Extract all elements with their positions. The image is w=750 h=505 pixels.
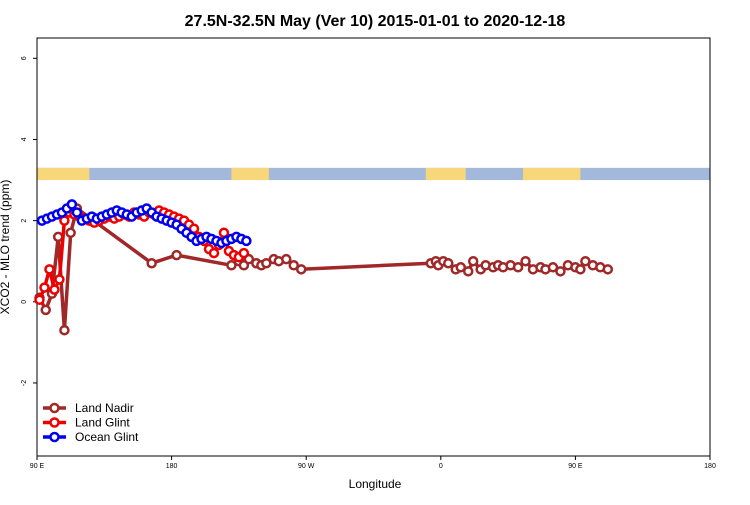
data-point bbox=[218, 227, 230, 239]
data-point bbox=[52, 231, 64, 243]
data-point bbox=[241, 235, 252, 247]
data-series bbox=[34, 199, 614, 336]
data-point bbox=[65, 227, 76, 239]
axis-ticks: 90 E 180 90 W 0 90 E 180 -2 0 2 4 6 bbox=[21, 56, 716, 470]
data-point bbox=[171, 249, 182, 261]
data-point bbox=[44, 264, 55, 275]
land-ocean-band bbox=[37, 167, 710, 181]
x-tick-label: 90 E bbox=[568, 463, 583, 470]
data-point bbox=[467, 255, 479, 267]
legend-item: Ocean Glint bbox=[43, 430, 139, 444]
land-band-segment bbox=[37, 167, 90, 181]
data-point bbox=[547, 262, 559, 273]
data-point bbox=[59, 324, 70, 336]
y-tick-label: -2 bbox=[21, 380, 28, 386]
legend-swatch-marker bbox=[49, 431, 60, 443]
y-tick-label: 4 bbox=[21, 137, 28, 141]
data-point bbox=[238, 247, 250, 259]
data-point bbox=[575, 264, 586, 275]
data-point bbox=[34, 294, 45, 306]
data-point bbox=[39, 282, 50, 293]
data-point bbox=[59, 215, 70, 226]
x-tick-label: 90 W bbox=[298, 463, 315, 470]
data-point bbox=[261, 257, 272, 269]
data-point bbox=[455, 262, 466, 273]
x-tick-label: 90 E bbox=[30, 463, 45, 470]
x-tick-label: 180 bbox=[704, 463, 716, 470]
series-land-nadir bbox=[34, 203, 614, 336]
data-point bbox=[226, 260, 237, 271]
y-axis-label: XCO2 - MLO trend (ppm) bbox=[0, 180, 12, 315]
data-point bbox=[462, 266, 474, 277]
y-tick-label: 6 bbox=[21, 56, 28, 60]
plot-frame bbox=[36, 37, 711, 457]
data-point bbox=[295, 264, 307, 275]
data-point bbox=[54, 274, 65, 285]
legend-label: Ocean Glint bbox=[75, 430, 139, 444]
data-point bbox=[443, 257, 454, 269]
chart-title: 27.5N-32.5N May (Ver 10) 2015-01-01 to 2… bbox=[185, 13, 566, 30]
data-point bbox=[40, 304, 51, 316]
data-point bbox=[281, 253, 292, 265]
x-axis-label: Longitude bbox=[349, 477, 402, 491]
data-point bbox=[580, 255, 591, 267]
data-point bbox=[288, 260, 299, 271]
series-ocean-glint bbox=[36, 199, 252, 249]
data-point bbox=[208, 247, 220, 259]
legend-item: Land Glint bbox=[43, 416, 130, 430]
x-tick-label: 180 bbox=[166, 463, 178, 470]
data-point bbox=[146, 257, 157, 269]
data-point bbox=[520, 255, 531, 267]
data-point bbox=[66, 199, 78, 210]
land-band-segment bbox=[523, 167, 581, 181]
data-point bbox=[555, 266, 566, 277]
legend-swatch-marker bbox=[49, 402, 60, 414]
y-tick-label: 2 bbox=[21, 219, 28, 223]
legend-label: Land Nadir bbox=[75, 401, 134, 415]
ocean-band bbox=[37, 167, 710, 181]
legend-label: Land Glint bbox=[75, 416, 130, 430]
data-point bbox=[602, 264, 614, 275]
data-point bbox=[49, 284, 60, 295]
land-band-segment bbox=[425, 167, 466, 181]
y-tick-label: 0 bbox=[21, 300, 28, 304]
legend-swatch-marker bbox=[49, 417, 60, 428]
data-point bbox=[71, 207, 83, 218]
land-band-segment bbox=[231, 167, 269, 181]
legend-item: Land Nadir bbox=[43, 401, 134, 415]
data-point bbox=[512, 262, 524, 273]
x-tick-label: 0 bbox=[439, 463, 443, 470]
